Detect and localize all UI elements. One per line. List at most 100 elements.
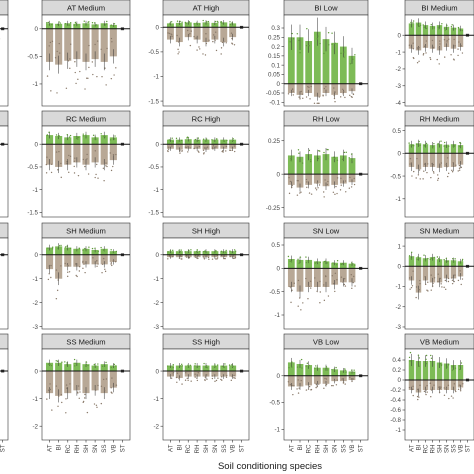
y-tick-label: -1.5 [148, 210, 159, 217]
data-point [111, 377, 113, 379]
data-point [454, 274, 456, 276]
data-point [103, 365, 106, 367]
data-point [217, 21, 219, 23]
bar-positive [91, 249, 99, 255]
data-point [171, 145, 173, 147]
data-point [323, 284, 325, 286]
data-point [460, 388, 462, 390]
data-point [77, 136, 80, 139]
data-point [316, 182, 318, 184]
data-point [296, 33, 299, 35]
y-tick-label: -2 [32, 423, 38, 430]
data-point [411, 175, 413, 177]
bar-positive [73, 23, 81, 29]
data-point [225, 150, 227, 152]
data-point [299, 297, 301, 299]
bar-positive [287, 362, 295, 376]
data-point [443, 259, 445, 261]
data-point [179, 150, 181, 152]
x-tick-label: VB [458, 445, 465, 453]
data-point [203, 152, 205, 154]
bar-negative [429, 380, 436, 390]
data-point [220, 47, 223, 49]
bar-negative [193, 144, 201, 149]
data-point [289, 180, 292, 183]
data-point [419, 279, 421, 282]
data-point [50, 90, 52, 92]
bar-positive [229, 139, 237, 145]
data-point [194, 138, 197, 141]
data-point [345, 371, 347, 373]
y-tick-label: 0.3 [271, 25, 280, 32]
data-point [307, 388, 310, 390]
data-point [221, 365, 223, 368]
data-point [100, 48, 102, 50]
data-point [188, 249, 190, 252]
data-point [222, 150, 224, 152]
data-point [291, 186, 293, 188]
bar-negative [91, 371, 99, 391]
data-point [437, 273, 439, 275]
data-point [302, 97, 304, 100]
data-point [315, 189, 318, 191]
bar-negative [322, 268, 330, 287]
bar-negative [82, 254, 90, 265]
data-point [446, 157, 449, 159]
data-point [67, 271, 69, 273]
data-point [413, 145, 415, 147]
data-point [354, 54, 356, 56]
data-point [172, 364, 174, 366]
data-point [423, 45, 426, 48]
data-point [184, 251, 186, 253]
data-point [47, 21, 50, 24]
data-point [306, 362, 309, 364]
bar-negative [229, 144, 237, 149]
x-tick-label: SN [444, 445, 451, 454]
facet-title: SN Low [313, 227, 340, 236]
facet-strip [0, 0, 9, 16]
data-point [410, 21, 412, 24]
x-tick-label: RC [306, 444, 313, 453]
bar-negative [46, 371, 54, 394]
data-point [297, 258, 299, 261]
data-point [343, 278, 346, 280]
data-point [322, 191, 325, 193]
bar-negative [109, 28, 117, 57]
data-point [341, 158, 344, 161]
x-tick-label: SS [101, 445, 108, 453]
x-tick-label: BI [56, 444, 63, 450]
x-tick-label: SH [323, 445, 330, 454]
data-point [447, 363, 450, 365]
data-point [60, 176, 62, 179]
y-tick-label: -0.5 [148, 164, 159, 171]
data-point [212, 40, 214, 43]
data-point [426, 171, 428, 174]
bar-negative [211, 144, 219, 149]
data-point [433, 143, 435, 145]
bar-positive [313, 31, 321, 84]
data-point [345, 151, 347, 154]
data-point [231, 149, 234, 151]
data-point [57, 395, 60, 398]
data-point [194, 256, 197, 258]
data-point [47, 363, 50, 365]
data-point [190, 380, 192, 382]
data-point [189, 33, 191, 35]
data-point [196, 249, 198, 251]
data-point [194, 376, 196, 378]
data-point [424, 260, 427, 262]
data-point [299, 192, 301, 194]
data-point [46, 22, 48, 24]
data-point [297, 392, 300, 394]
data-point [332, 262, 334, 264]
bar-negative [46, 144, 54, 165]
data-point [231, 375, 234, 378]
data-point [459, 270, 461, 272]
facet-panel: BI Low -0.1 -0.05 0 0.05 0.1 0.15 0.2 0.25 0.3 [266, 0, 369, 106]
data-point [188, 21, 190, 23]
bar-negative [348, 83, 356, 92]
x-tick-label: AT [47, 444, 54, 452]
bar-negative [296, 83, 304, 95]
data-point [446, 366, 448, 368]
data-point [77, 78, 79, 81]
